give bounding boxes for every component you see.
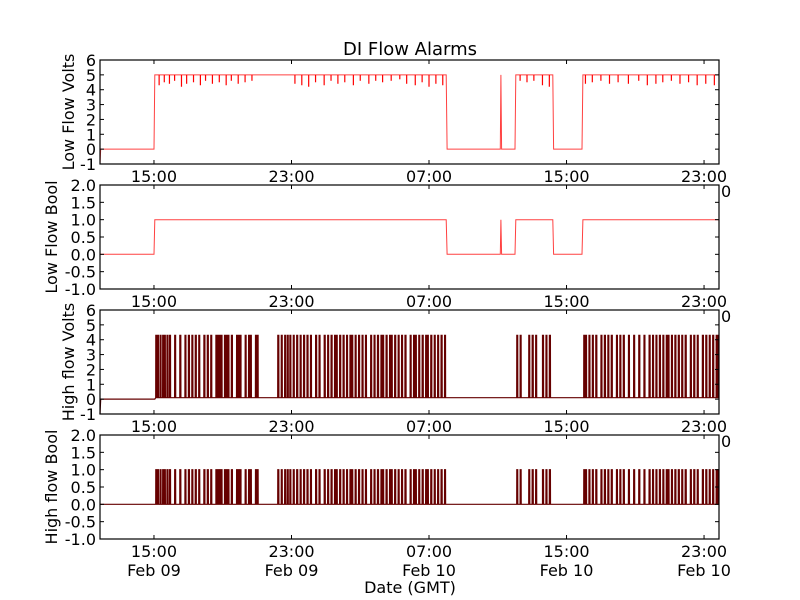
panel-1-xtick-time: 23:00 xyxy=(681,167,727,186)
panel-3-ylabel: High flow Volts xyxy=(59,303,78,421)
panel-1-ytick-label: 5 xyxy=(86,66,96,85)
panel-4-xtick-date: Feb 10 xyxy=(677,561,731,580)
panel-4-xtick-time: 23:00 xyxy=(681,542,727,561)
panel-1-ylabel: Low Flow Volts xyxy=(59,54,78,171)
panel-4-ylabel: High flow Bool xyxy=(42,430,61,545)
panel-1-xtick-time: 15:00 xyxy=(131,167,177,186)
panel-2-xtick-time: 23:00 xyxy=(268,292,314,311)
panel-4-series-line xyxy=(100,469,720,505)
panel-2-ytick-label: -0.5 xyxy=(65,263,96,282)
panel-4-ytick-label: -1.0 xyxy=(65,530,96,549)
panel-3-ytick-label: -1 xyxy=(80,405,96,424)
panel-3-xtick-time: 23:00 xyxy=(681,417,727,436)
panel-3-xtick-time: 07:00 xyxy=(406,417,452,436)
panel-2-axes-frame xyxy=(99,184,720,290)
panel-3-ytick-label: 2 xyxy=(86,360,96,379)
panel-1-axes-frame xyxy=(99,59,720,165)
panel-4-ytick-label: 1.5 xyxy=(71,443,96,462)
panel-2-xtick-time: 23:00 xyxy=(681,292,727,311)
panel-4-ytick-label: 2.0 xyxy=(71,426,96,445)
panel-4-ytick-label: -0.5 xyxy=(65,513,96,532)
panel-3-stray-label: 0 xyxy=(721,307,731,326)
panel-4-xtick-date: Feb 10 xyxy=(540,561,594,580)
x-axis-label: Date (GMT) xyxy=(364,578,456,597)
panel-2-xtick-time: 15:00 xyxy=(131,292,177,311)
panel-3-ytick-label: 1 xyxy=(86,375,96,394)
panel-1-xtick-time: 15:00 xyxy=(543,167,589,186)
panel-3-xtick-time: 15:00 xyxy=(543,417,589,436)
panel-2-ytick-label: 0.0 xyxy=(71,245,96,264)
panel-3-ytick-label: 0 xyxy=(86,390,96,409)
panel-4-xtick-time: 15:00 xyxy=(131,542,177,561)
panel-1-ytick-label: 6 xyxy=(86,51,96,70)
panel-1-series-line xyxy=(99,74,719,165)
panel-3-ytick-label: 4 xyxy=(86,331,96,350)
panel-1-xtick-time: 23:00 xyxy=(268,167,314,186)
panel-2-ytick-label: -1.0 xyxy=(65,280,96,299)
panel-4-xtick-date: Feb 10 xyxy=(402,561,456,580)
panel-1-ytick-label: 2 xyxy=(86,110,96,129)
panel-2-ytick-label: 1.0 xyxy=(71,211,96,230)
panel-2-ytick-label: 0.5 xyxy=(71,228,96,247)
panel-1-ytick-label: 4 xyxy=(86,81,96,100)
panel-1-ytick-label: -1 xyxy=(80,155,96,174)
panel-1-ytick-label: 0 xyxy=(86,140,96,159)
panel-2-stray-label: 0 xyxy=(721,182,731,201)
panel-4-ytick-label: 0.5 xyxy=(71,478,96,497)
panel-4-xtick-time: 07:00 xyxy=(406,542,452,561)
panel-3-xtick-time: 15:00 xyxy=(131,417,177,436)
panel-4-xtick-time: 15:00 xyxy=(543,542,589,561)
panel-2-xtick-time: 15:00 xyxy=(543,292,589,311)
panel-2-series-line xyxy=(100,219,719,255)
panel-1-ytick-label: 3 xyxy=(86,96,96,115)
panel-2-ytick-label: 2.0 xyxy=(71,176,96,195)
panel-2-ylabel: Low Flow Bool xyxy=(42,180,61,293)
panel-1-ytick-label: 1 xyxy=(86,125,96,144)
panel-3-ytick-label: 6 xyxy=(86,301,96,320)
panel-3-series-line xyxy=(99,334,720,415)
chart-title: DI Flow Alarms xyxy=(343,39,477,60)
panel-2-xtick-time: 07:00 xyxy=(406,292,452,311)
panel-4-xtick-date: Feb 09 xyxy=(265,561,319,580)
panel-3-ytick-label: 5 xyxy=(86,316,96,335)
panel-4-ytick-label: 0.0 xyxy=(71,495,96,514)
panel-4-stray-label: 0 xyxy=(721,432,731,451)
panel-3-ytick-label: 3 xyxy=(86,346,96,365)
panel-4-xtick-date: Feb 09 xyxy=(127,561,181,580)
panel-4-xtick-time: 23:00 xyxy=(268,542,314,561)
panel-3-axes-frame xyxy=(99,309,720,415)
panel-3-xtick-time: 23:00 xyxy=(268,417,314,436)
panel-4-ytick-label: 1.0 xyxy=(71,461,96,480)
panel-2-ytick-label: 1.5 xyxy=(71,193,96,212)
panel-1-xtick-time: 07:00 xyxy=(406,167,452,186)
